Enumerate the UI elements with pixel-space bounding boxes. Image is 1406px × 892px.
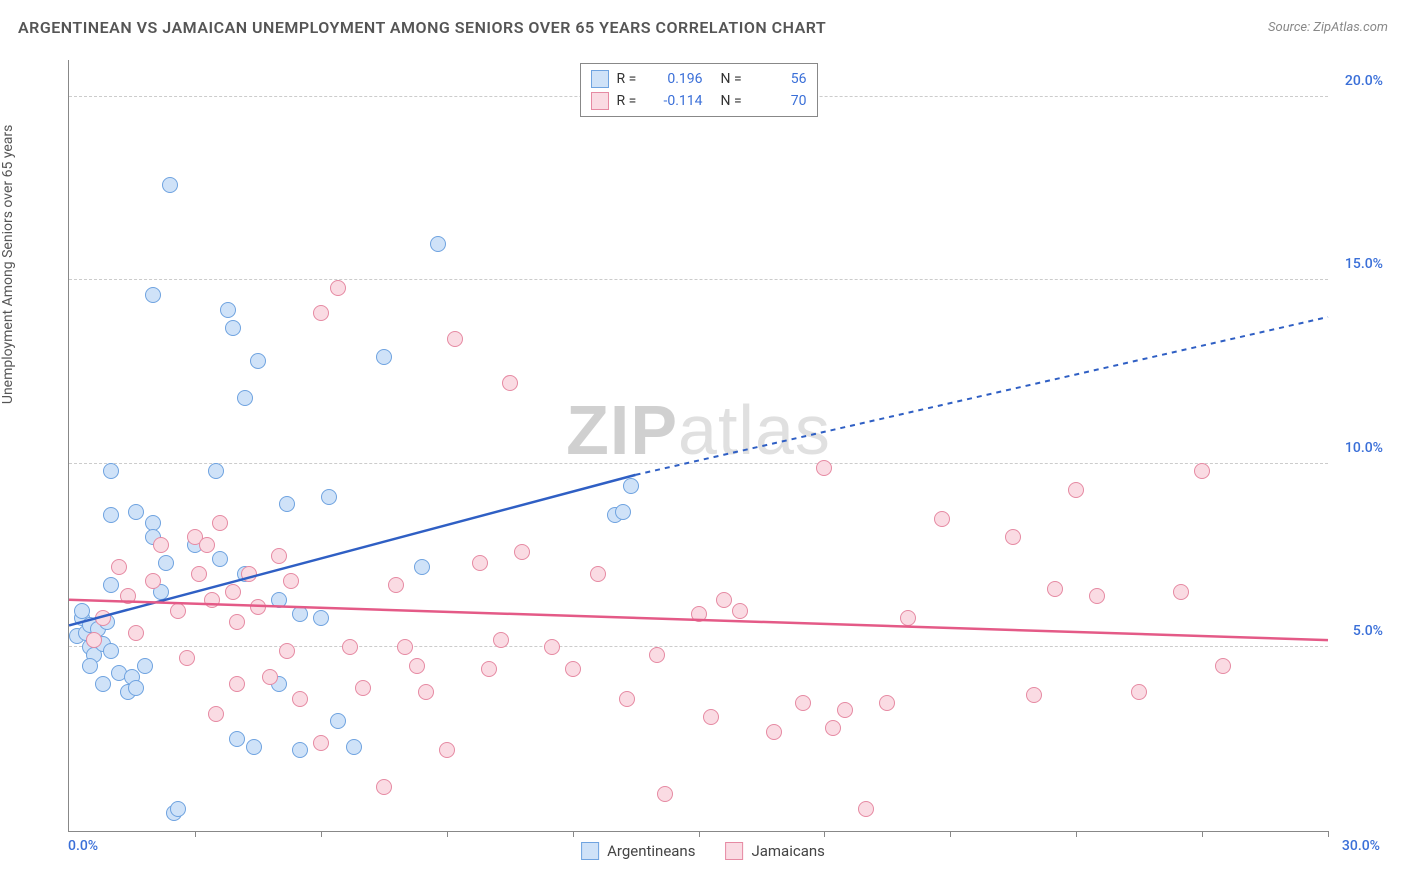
chart-area: Unemployment Among Seniors over 65 years… xyxy=(18,50,1388,882)
stats-row-jamaicans: R = -0.114 N = 70 xyxy=(591,90,807,112)
y-tick-label: 15.0% xyxy=(1345,256,1383,272)
x-tick xyxy=(1202,831,1203,837)
regression-lines xyxy=(69,60,1328,831)
x-tick xyxy=(824,831,825,837)
stat-n-label: N = xyxy=(721,71,749,87)
stat-n-value-argentineans: 56 xyxy=(757,71,807,87)
x-end-label: 30.0% xyxy=(1342,838,1380,854)
y-tick-label: 10.0% xyxy=(1345,440,1383,456)
x-tick xyxy=(195,831,196,837)
stats-legend: R = 0.196 N = 56 R = -0.114 N = 70 xyxy=(580,63,818,117)
x-tick xyxy=(1076,831,1077,837)
series-legend: Argentineans Jamaicans xyxy=(581,842,825,860)
stats-row-argentineans: R = 0.196 N = 56 xyxy=(591,68,807,90)
x-tick xyxy=(321,831,322,837)
x-tick xyxy=(447,831,448,837)
stat-n-value-jamaicans: 70 xyxy=(757,93,807,109)
x-tick xyxy=(1328,831,1329,837)
legend-label-jamaicans: Jamaicans xyxy=(751,842,824,860)
x-tick xyxy=(950,831,951,837)
y-tick-label: 5.0% xyxy=(1353,623,1383,639)
chart-source: Source: ZipAtlas.com xyxy=(1268,20,1388,35)
chart-header: ARGENTINEAN VS JAMAICAN UNEMPLOYMENT AMO… xyxy=(18,18,1388,37)
legend-label-argentineans: Argentineans xyxy=(607,842,695,860)
y-axis-label: Unemployment Among Seniors over 65 years xyxy=(0,125,16,405)
stat-r-value-argentineans: 0.196 xyxy=(653,71,703,87)
stat-r-label: R = xyxy=(617,93,645,109)
chart-title: ARGENTINEAN VS JAMAICAN UNEMPLOYMENT AMO… xyxy=(18,18,826,37)
x-tick xyxy=(699,831,700,837)
stat-r-label: R = xyxy=(617,71,645,87)
y-tick-label: 20.0% xyxy=(1345,73,1383,89)
legend-item-jamaicans: Jamaicans xyxy=(725,842,824,860)
swatch-argentineans xyxy=(591,70,609,88)
swatch-jamaicans xyxy=(591,92,609,110)
legend-swatch-argentineans xyxy=(581,842,599,860)
legend-swatch-jamaicans xyxy=(725,842,743,860)
stat-r-value-jamaicans: -0.114 xyxy=(653,93,703,109)
legend-item-argentineans: Argentineans xyxy=(581,842,695,860)
stat-n-label: N = xyxy=(721,93,749,109)
x-tick xyxy=(573,831,574,837)
scatter-plot: ZIPatlas R = 0.196 N = 56 R = -0.114 N =… xyxy=(68,60,1328,832)
origin-label: 0.0% xyxy=(68,838,98,854)
